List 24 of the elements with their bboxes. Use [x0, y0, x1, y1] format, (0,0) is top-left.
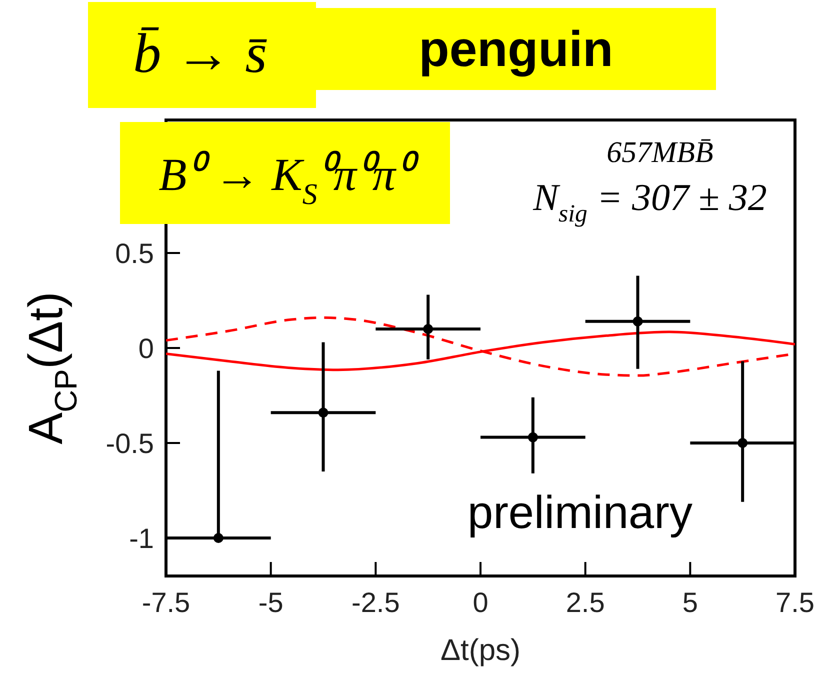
x-tick-label: 5 [682, 587, 698, 618]
point [423, 324, 434, 334]
point [738, 438, 748, 448]
x-tick-label: -5 [258, 587, 284, 618]
x-axis-title: Δt(ps) [440, 634, 521, 667]
chart-title: b̄ → s̄ [133, 23, 268, 85]
annotation: 657MBB̄ [606, 136, 714, 169]
x-tick-label: 7.5 [776, 587, 814, 618]
y-tick-label: 0.5 [115, 238, 154, 269]
annotation: N$_{sig}$ = 307 ± 32 [532, 177, 767, 228]
y-tick-label: -0.5 [106, 428, 154, 459]
chart-subtitle: penguin [418, 21, 614, 77]
point [213, 533, 224, 543]
x-tick-label: -2.5 [352, 587, 400, 618]
annotation: preliminary [468, 486, 692, 538]
x-tick-label: -7.5 [142, 587, 190, 618]
y-tick-label: -1 [129, 523, 154, 554]
x-tick-label: 2.5 [566, 587, 605, 618]
annotation: B⁰ → K$_{S}$⁰π⁰π⁰ [158, 149, 420, 211]
point [528, 432, 538, 442]
x-tick-label: 0 [472, 587, 488, 618]
point [632, 316, 643, 326]
point [318, 408, 328, 418]
y-tick-label: 0 [138, 333, 154, 364]
